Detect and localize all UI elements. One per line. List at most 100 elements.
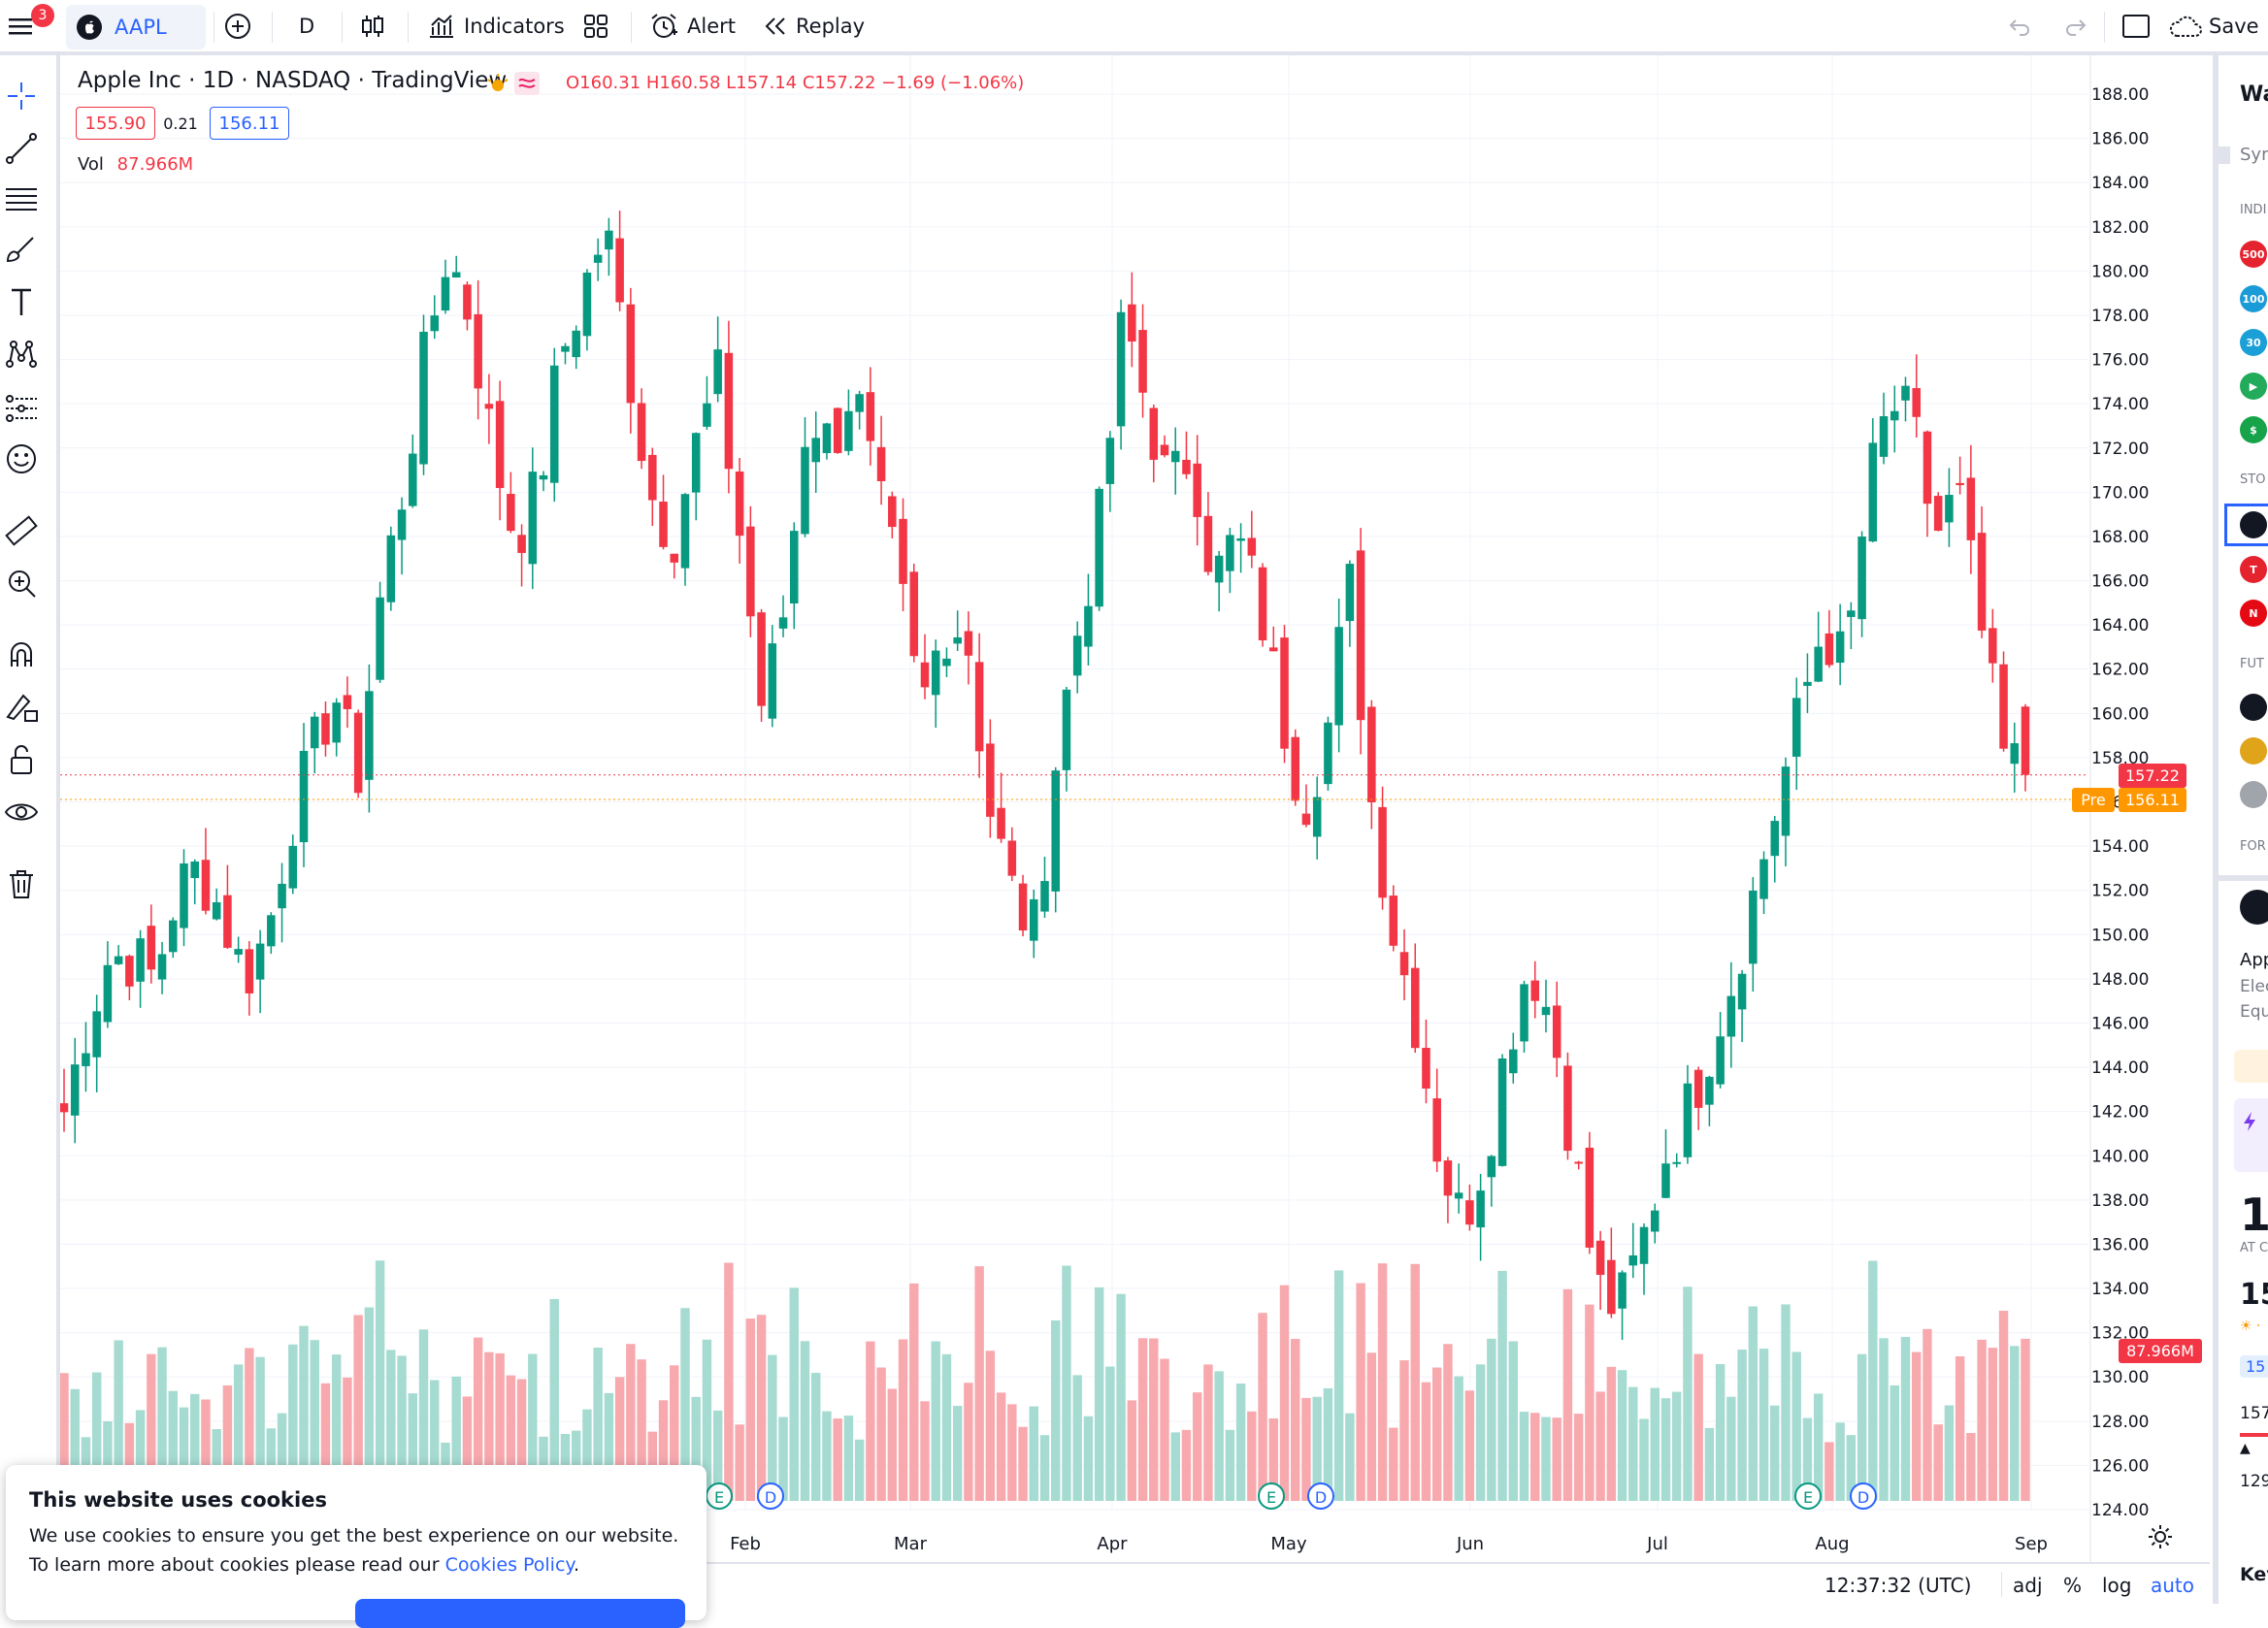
tesla-badge-icon[interactable]: T [2240,556,2267,583]
candle-body [1791,698,1801,757]
volume-bar [397,1355,407,1501]
volume-legend[interactable]: Vol 87.966M [78,154,193,175]
netflix-badge-icon[interactable]: N [2240,600,2267,627]
volume-bar [245,1348,254,1501]
candle-body [1236,537,1245,541]
ask-price-box[interactable]: 156.11 [210,107,289,140]
zoom-in-icon[interactable] [4,566,39,601]
vix-badge-icon[interactable]: ▶ [2240,373,2267,400]
volume-bar [1464,1390,1475,1501]
auto-toggle[interactable]: auto [2151,1574,2195,1597]
symbol-search-button[interactable]: AAPL [66,5,206,49]
menu-button[interactable] [6,0,35,52]
dxy-badge-icon[interactable]: $ [2240,416,2267,443]
range-bar [2240,1433,2268,1437]
volume-bar [1051,1319,1061,1501]
eye-icon[interactable] [4,795,39,830]
volume-bar [255,1356,265,1501]
percent-toggle[interactable]: % [2063,1574,2083,1597]
alert-button[interactable]: Alert [648,0,736,52]
ndx-badge-icon[interactable]: 100 [2240,285,2267,312]
earnings-marker [1258,1482,1285,1510]
trash-icon[interactable] [4,866,39,901]
volume-bar [1399,1360,1409,1501]
candle-body [353,712,363,794]
bid-price-box[interactable]: 155.90 [76,107,155,140]
save-button[interactable]: Save [2168,0,2259,52]
ruler-icon[interactable] [4,513,39,548]
candle-body [1030,898,1038,941]
detail-at-close: AT C [2240,1241,2268,1255]
chart-pane[interactable]: 188.00 186.00 184.00 182.00 180.00 178.00 176.… [60,55,2210,1604]
grid-layout-icon [584,15,608,38]
candle-body [190,861,199,879]
undo-button[interactable] [2007,0,2032,52]
fullscreen-button[interactable] [2121,0,2151,52]
crosshair-icon[interactable] [4,79,39,114]
legend-title[interactable]: Apple Inc · 1D · NASDAQ · TradingView [78,68,508,93]
spx-badge-icon[interactable]: 500 [2240,241,2267,268]
gold-badge-icon[interactable] [2240,737,2267,765]
prediction-tool-icon[interactable] [4,391,39,426]
clock-readout[interactable]: 12:37:32 (UTC) [1824,1574,1972,1597]
interval-button[interactable]: D [299,15,315,38]
volume-bar [1585,1304,1594,1501]
candle-body [1160,444,1169,456]
premarket-price-tag: 156.11 [2119,788,2186,812]
volume-bar [985,1351,996,1501]
y-tick-label: 160.00 [2091,704,2149,724]
silver-badge-icon[interactable] [2240,781,2267,808]
selected-row-outline[interactable] [2224,504,2268,546]
candle-body [974,662,984,752]
volume-bar [408,1393,418,1501]
candle-body [288,845,298,889]
replay-button[interactable]: Replay [763,0,865,52]
layouts-button[interactable] [582,0,609,52]
chart-settings-gear-icon[interactable] [2146,1522,2175,1551]
rewind-icon [765,17,785,35]
candle-body [169,920,178,953]
watchlist-panel: Wa Sym INDI 500 100 30 ▶ $ STO T N FUT F… [2213,55,2268,1604]
pattern-tool-icon[interactable] [4,337,39,372]
cookies-policy-link[interactable]: Cookies Policy [444,1554,574,1576]
dji-badge-icon[interactable]: 30 [2240,329,2267,356]
volume-bar [1671,1391,1682,1501]
range-marker-icon: ▲ [2240,1441,2251,1456]
candle-body [997,807,1005,839]
indicators-button[interactable]: Indicators [427,0,565,52]
volume-bar [1573,1414,1584,1501]
trend-line-icon[interactable] [4,131,39,166]
volume-bar [964,1383,973,1501]
magnet-icon[interactable] [4,637,39,672]
cookie-body: We use cookies to ensure you get the bes… [29,1521,689,1579]
alert-label: Alert [687,15,736,38]
unlock-icon[interactable] [4,742,39,777]
candle-body [626,304,636,404]
emoji-icon[interactable] [4,441,39,476]
volume-bar [1704,1427,1715,1501]
lock-drawings-icon[interactable] [4,690,39,725]
volume-bar [833,1418,842,1501]
price-chart[interactable]: 188.00 186.00 184.00 182.00 180.00 178.00 176.… [60,55,2210,1562]
detail-callout[interactable] [2234,1098,2268,1172]
log-toggle[interactable]: log [2102,1574,2132,1597]
y-tick-label: 162.00 [2091,661,2149,680]
redo-button[interactable] [2063,0,2088,52]
volume-bar [1770,1405,1780,1501]
fib-retracement-icon[interactable] [4,181,39,216]
candle-body [1432,1098,1441,1162]
watchlist-title[interactable]: Wa [2240,82,2268,107]
candle-body [1170,450,1180,463]
volume-bar [1715,1363,1726,1501]
oil-badge-icon[interactable] [2240,694,2267,721]
adj-toggle[interactable]: adj [2013,1574,2043,1597]
candle-body [1650,1210,1660,1232]
apple-badge-icon[interactable] [2240,511,2267,538]
brush-icon[interactable] [4,232,39,267]
hamburger-menu-icon [9,18,32,35]
text-tool-icon[interactable] [4,284,39,319]
volume-bar [1268,1417,1278,1501]
compare-symbol-button[interactable] [223,0,252,52]
chart-type-button[interactable] [359,0,386,52]
volume-bar [1595,1391,1605,1501]
